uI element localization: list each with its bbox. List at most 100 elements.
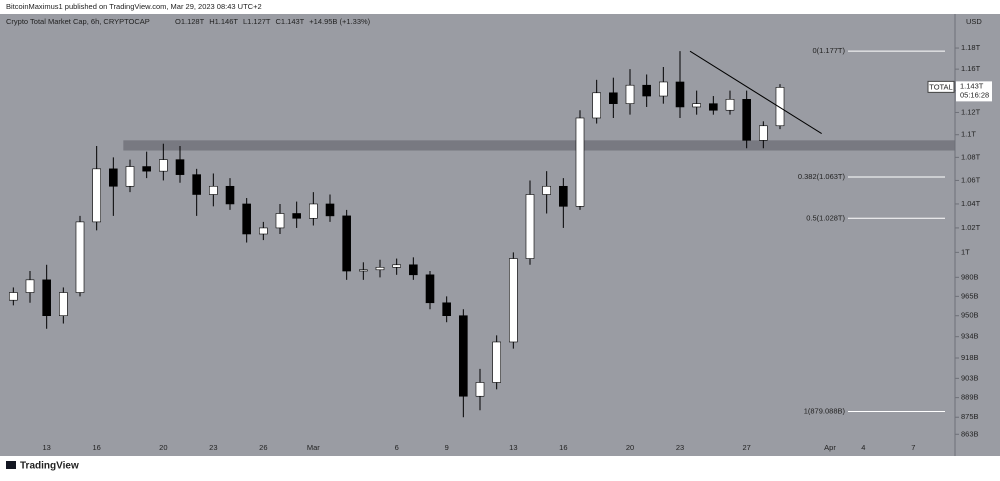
candle-body <box>259 227 268 235</box>
candle-body <box>609 92 618 104</box>
x-tick-label: Apr <box>824 443 836 452</box>
y-tick-label: 1.18T <box>961 43 981 52</box>
candle-body <box>492 341 501 383</box>
ohlc-label: C1.143T <box>276 17 305 26</box>
x-tick-label: 7 <box>911 443 915 452</box>
candle-body <box>459 315 468 397</box>
candle-body <box>275 213 285 229</box>
candle-body <box>542 185 551 195</box>
price-tag <box>956 81 992 102</box>
y-tick-label: 1.06T <box>961 175 981 184</box>
x-tick-label: 4 <box>861 443 865 452</box>
x-tick-label: 16 <box>559 443 567 452</box>
y-tick-label: 903B <box>961 373 979 382</box>
symbol-tag <box>927 80 955 93</box>
ohlc-label: H1.146T <box>209 17 238 26</box>
fib-label: 1(879.088B) <box>804 406 846 415</box>
fib-label: 0(1.177T) <box>812 46 845 55</box>
candle-body <box>325 203 335 217</box>
candle-body <box>692 103 701 108</box>
candle-body <box>109 168 118 187</box>
candle-body <box>509 258 518 343</box>
candle-body <box>142 166 151 172</box>
y-tick-label: 889B <box>961 393 979 402</box>
x-tick-label: 6 <box>395 443 399 452</box>
y-tick-label: 965B <box>961 291 979 300</box>
logo: TradingView <box>6 461 79 472</box>
x-tick-label: 27 <box>742 443 750 452</box>
y-tick-label: 918B <box>961 353 979 362</box>
time-axis-background <box>0 440 1000 456</box>
candle-body <box>42 279 51 317</box>
candle-body <box>559 185 568 207</box>
y-tick-label: 934B <box>961 332 979 341</box>
x-tick-label: 20 <box>626 443 634 452</box>
x-tick-label: 16 <box>92 443 100 452</box>
x-tick-label: 13 <box>509 443 517 452</box>
candle-body <box>575 117 585 207</box>
candle-body <box>242 203 251 235</box>
candle-body <box>292 213 301 219</box>
candle-body <box>375 266 385 271</box>
y-tick-label: 1.02T <box>961 223 981 232</box>
currency: USD <box>966 17 982 26</box>
y-tick-label: 1.08T <box>961 152 981 161</box>
countdown: 05:16:28 <box>960 90 989 99</box>
candle-body <box>659 81 668 97</box>
candle-body <box>125 166 135 187</box>
candle-body <box>775 87 785 127</box>
support-zone <box>123 140 956 151</box>
y-tick-label: 1.04T <box>961 199 981 208</box>
x-tick-label: 23 <box>209 443 217 452</box>
logo-mark <box>6 461 16 469</box>
chart-title: Crypto Total Market Cap, 6h, CRYPTOCAP <box>6 17 150 26</box>
candle-body <box>759 125 768 141</box>
candle-body <box>209 185 218 195</box>
candle-body <box>592 92 601 119</box>
candle-body <box>9 292 18 301</box>
y-tick-label: 950B <box>961 311 979 320</box>
fib-label: 0.5(1.028T) <box>806 213 845 222</box>
y-tick-label: 1.12T <box>961 107 981 116</box>
candle-body <box>342 215 351 272</box>
candle-body <box>392 264 401 268</box>
y-tick-label: 1T <box>961 247 970 256</box>
x-tick-label: 20 <box>159 443 167 452</box>
y-tick-label: 1.16T <box>961 64 981 73</box>
candle-body <box>75 221 85 293</box>
fib-label: 0.382(1.063T) <box>798 172 846 181</box>
ohlc-label: +14.95B (+1.33%) <box>309 17 370 26</box>
ohlc-label: L1.127T <box>243 17 271 26</box>
candle-body <box>59 292 68 317</box>
y-tick-label: 1.1T <box>961 130 976 139</box>
ohlc-label: O1.128T <box>175 17 205 26</box>
symbol-label: TOTAL <box>929 82 952 91</box>
candle-body <box>175 159 185 175</box>
y-tick-label: 875B <box>961 412 979 421</box>
price-label: 1.143T <box>960 81 984 90</box>
y-tick-label: 980B <box>961 272 979 281</box>
trendline <box>689 50 822 135</box>
candle-body <box>442 302 451 317</box>
candle-body <box>725 99 735 111</box>
x-tick-label: Mar <box>307 443 320 452</box>
candle-body <box>675 81 685 108</box>
x-tick-label: 13 <box>42 443 50 452</box>
publisher: BitcoinMaximus1 published on TradingView… <box>6 2 262 11</box>
candle-body <box>25 279 35 293</box>
candle-body <box>475 382 485 397</box>
y-tick-label: 863B <box>961 429 979 438</box>
candle-body <box>742 99 751 141</box>
candle-body <box>225 185 235 205</box>
x-tick-label: 9 <box>445 443 449 452</box>
candle-body <box>625 84 635 104</box>
candle-body <box>709 103 718 111</box>
candle-body <box>525 194 535 259</box>
candle-body <box>359 269 368 272</box>
brand: TradingView <box>20 461 79 472</box>
candle-body <box>92 168 101 223</box>
x-tick-label: 26 <box>259 443 267 452</box>
candle-body <box>159 159 168 172</box>
